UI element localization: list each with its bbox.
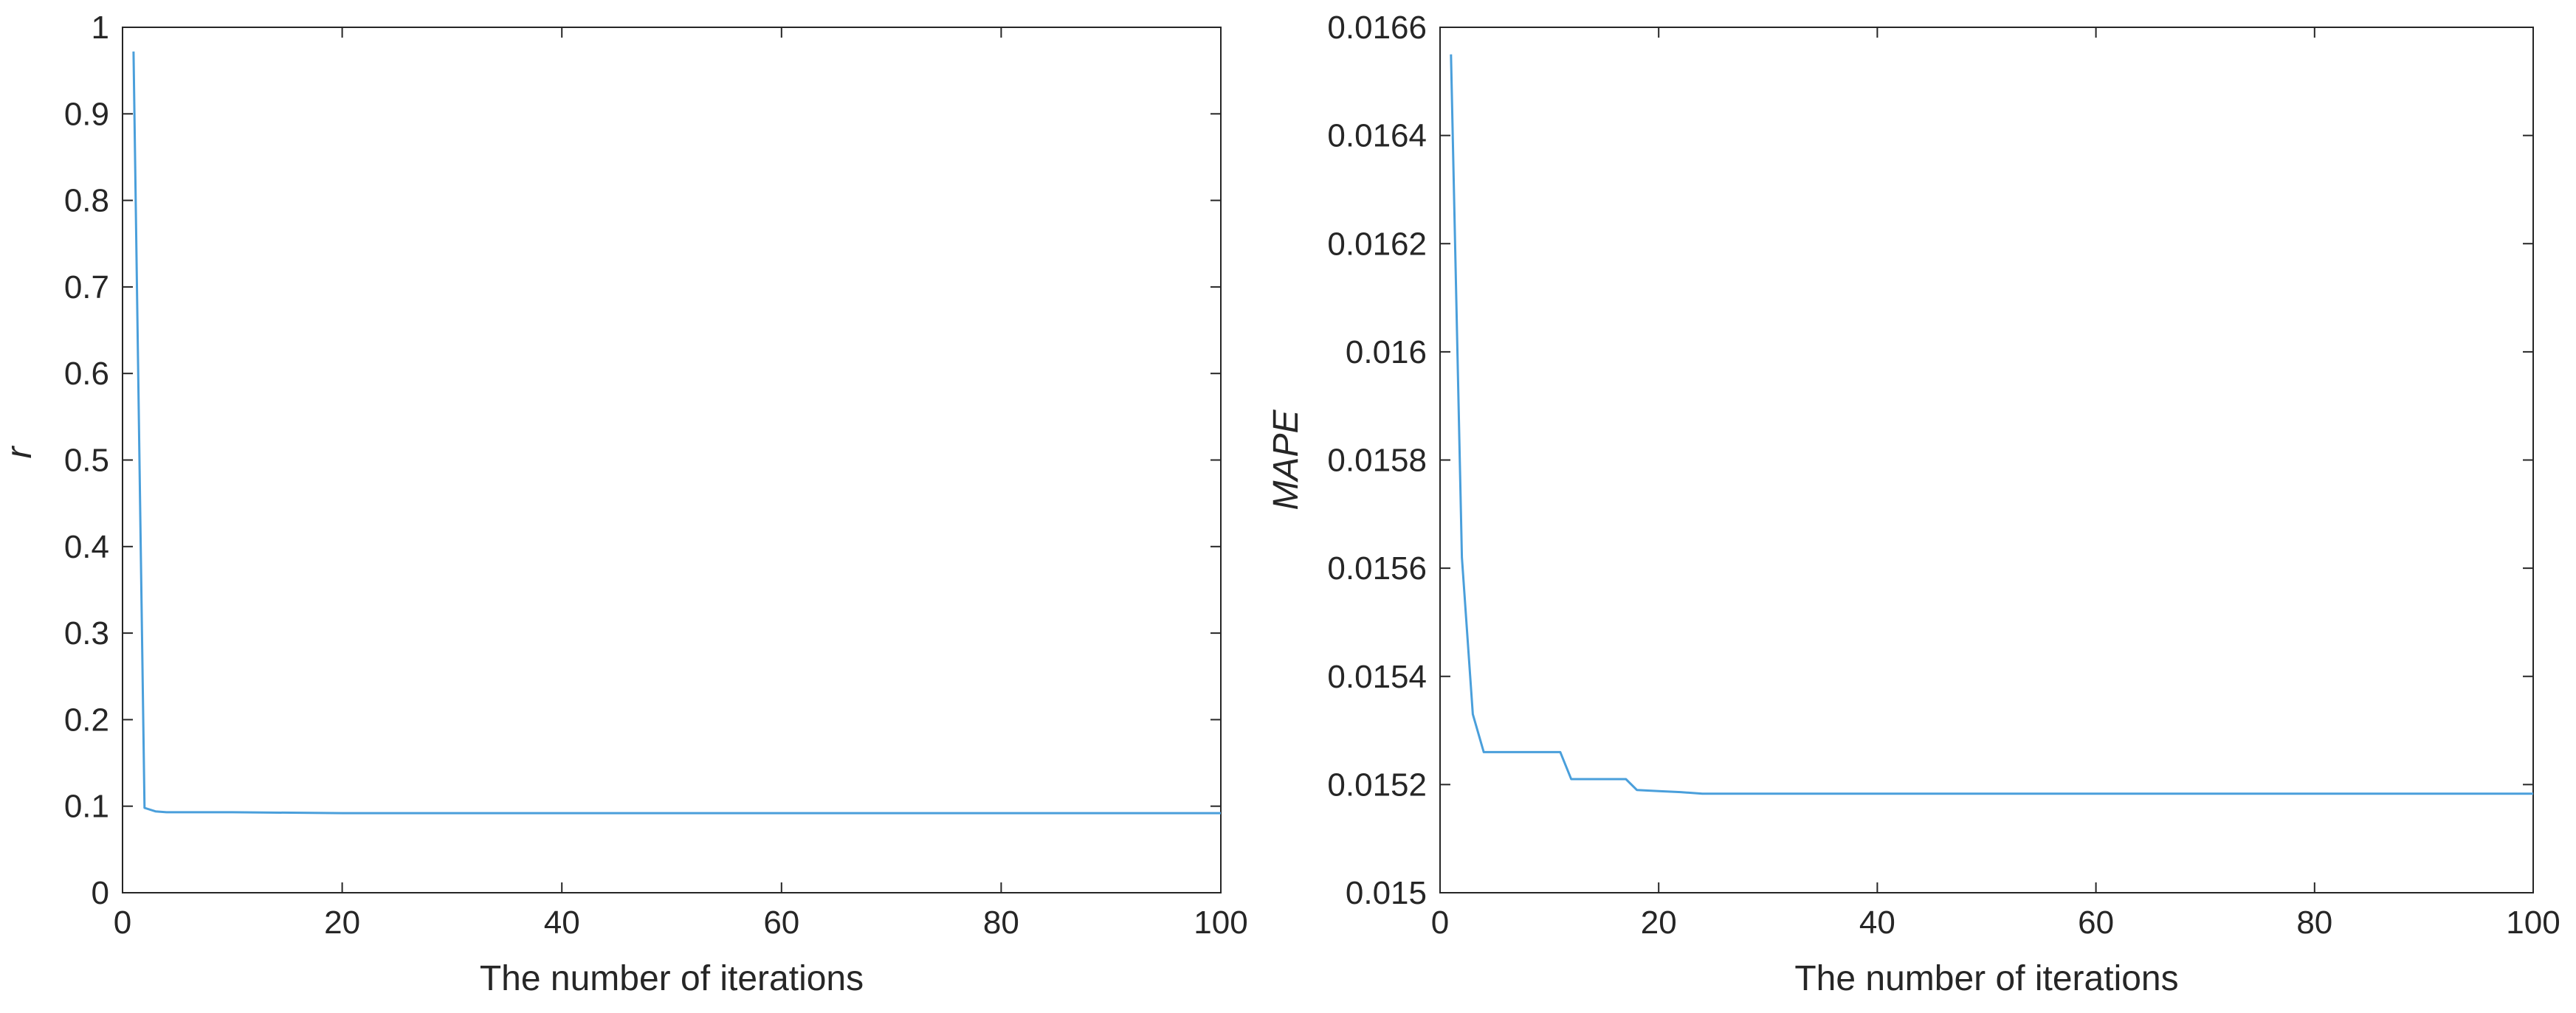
x-tick-label: 40 <box>1859 905 1895 941</box>
y-tick-label: 0.8 <box>64 183 109 219</box>
y-tick-label: 0.3 <box>64 615 109 651</box>
x-tick-label: 20 <box>1641 905 1677 941</box>
y-tick-label: 0.2 <box>64 702 109 738</box>
x-tick-label: 60 <box>763 905 799 941</box>
x-tick-label: 0 <box>114 905 131 941</box>
y-tick-label: 0.0166 <box>1327 10 1427 46</box>
y-tick-label: 0.6 <box>64 356 109 392</box>
series-line <box>132 51 1221 815</box>
x-tick-label: 80 <box>2296 905 2332 941</box>
y-tick-label: 1 <box>92 10 109 46</box>
y-tick-label: 0.0164 <box>1327 118 1427 154</box>
y-tick-label: 0.016 <box>1346 334 1427 370</box>
y-tick-label: 0.0162 <box>1327 226 1427 262</box>
y-tick-label: 0.015 <box>1346 875 1427 911</box>
chart-2: 0 20 40 60 80 100 0.015 0.0152 0.0154 0.0156 0.015… <box>1267 10 2560 998</box>
y-axis-label: MAPE <box>1267 409 1306 511</box>
chart-1: 0 20 40 60 80 100 0 0.1 0.2 0.3 0.4 0.5 0.6 0.7 0.8 0.9… <box>0 10 1248 998</box>
x-tick-label: 80 <box>983 905 1019 941</box>
y-tick-label: 0.0158 <box>1327 443 1427 479</box>
y-tick-label: 0.7 <box>64 269 109 305</box>
x-tick-label: 100 <box>2506 905 2560 941</box>
x-tick-label: 0 <box>1431 905 1449 941</box>
x-axis-label: The number of iterations <box>480 959 864 998</box>
y-tick-label: 0 <box>92 875 109 911</box>
y-tick-label: 0.0156 <box>1327 550 1427 587</box>
y-tick-label: 0.5 <box>64 443 109 479</box>
y-tick-label: 0.1 <box>64 789 109 825</box>
x-tick-label: 60 <box>2078 905 2114 941</box>
x-tick-label: 40 <box>544 905 580 941</box>
y-tick-label: 0.9 <box>64 96 109 132</box>
x-tick-label: 20 <box>324 905 360 941</box>
y-tick-label: 0.0152 <box>1327 767 1427 803</box>
y-tick-label: 0.4 <box>64 529 109 565</box>
x-tick-label: 100 <box>1194 905 1247 941</box>
x-axis-label: The number of iterations <box>1794 959 2178 998</box>
y-axis-label: r <box>0 445 39 458</box>
y-tick-label: 0.0154 <box>1327 659 1427 695</box>
series-line <box>1450 54 2533 795</box>
